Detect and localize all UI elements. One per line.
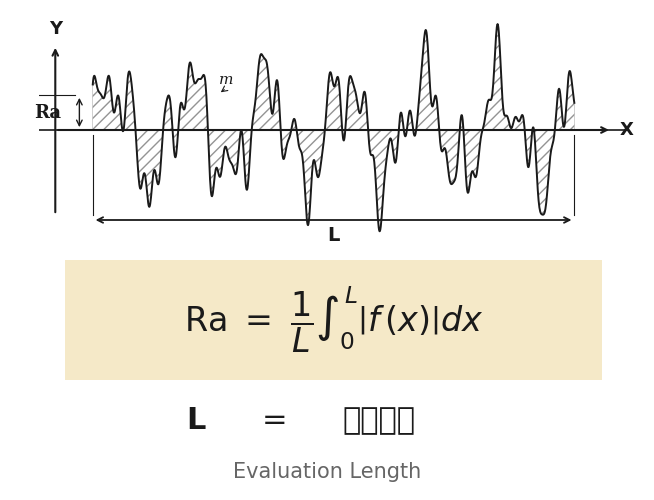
Text: =: = — [262, 406, 288, 436]
Text: Y: Y — [49, 20, 62, 38]
Text: L: L — [328, 226, 339, 245]
Text: Evaluation Length: Evaluation Length — [233, 462, 421, 482]
Text: X: X — [620, 121, 634, 139]
Text: Ra: Ra — [33, 104, 61, 122]
Text: m: m — [219, 73, 233, 87]
Text: $\mathrm{Ra} \ = \ \dfrac{1}{L} \int_{0}^{L} \left| f\,(x) \right| dx$: $\mathrm{Ra} \ = \ \dfrac{1}{L} \int_{0}… — [184, 285, 483, 355]
Text: L: L — [186, 406, 206, 436]
Text: 基準長さ: 基準長さ — [343, 406, 416, 436]
